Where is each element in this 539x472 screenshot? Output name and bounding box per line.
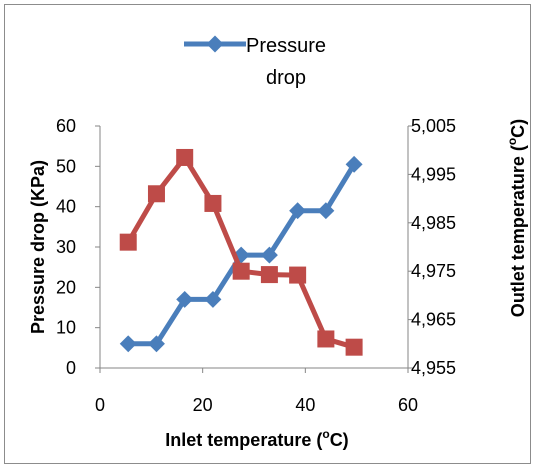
y2-axis-title-sup: o (505, 138, 519, 145)
y-tick-label: 60 (56, 116, 76, 136)
x-tick-label: 20 (193, 395, 213, 415)
series-1-point-0 (119, 233, 137, 251)
ticks-layer: 0 10 20 30 40 50 60 4,955 4,965 4,975 4,985 4,995 5,… (56, 116, 456, 415)
x-tick-label: 40 (295, 395, 315, 415)
y2-axis-title: Outlet temperature (oC) (505, 119, 528, 317)
series-1-point-7 (317, 330, 335, 348)
series-1-point-1 (147, 185, 165, 203)
y2-axis-title-main: Outlet temperature ( (508, 145, 528, 317)
y-tick-label: 40 (56, 197, 76, 217)
series-1-point-4 (232, 262, 250, 280)
y-tick-label: 0 (66, 358, 76, 378)
series-0-point-5 (260, 246, 278, 264)
y-tick-label: 30 (56, 237, 76, 257)
series-1-point-3 (204, 194, 222, 212)
y2-tick-label: 4,985 (411, 213, 456, 233)
x-axis-title: Inlet temperature (oC) (165, 427, 348, 450)
y-axis-title: Pressure drop (KPa) (28, 160, 48, 334)
series-0-point-8 (345, 155, 363, 173)
series-1-point-5 (260, 266, 278, 284)
series-0-point-7 (317, 202, 335, 220)
series-1-point-2 (176, 148, 194, 166)
series-1-point-6 (289, 266, 307, 284)
x-axis-title-main: Inlet temperature ( (165, 430, 322, 450)
x-axis-title-end: C) (330, 430, 349, 450)
series-1-point-8 (345, 338, 363, 356)
series-0-point-0 (119, 335, 137, 353)
y2-tick-label: 4,965 (411, 310, 456, 330)
chart-frame (4, 4, 531, 464)
series-0-point-2 (176, 290, 194, 308)
y-tick-label: 10 (56, 318, 76, 338)
legend: Pressure drop (184, 35, 326, 89)
y2-tick-label: 4,975 (411, 261, 456, 281)
y2-tick-label: 5,005 (411, 116, 456, 136)
series-0-point-3 (204, 290, 222, 308)
series-0-point-1 (147, 335, 165, 353)
y-tick-label: 20 (56, 277, 76, 297)
series-0-point-6 (289, 202, 307, 220)
y-tick-label: 50 (56, 156, 76, 176)
x-axis-title-sup: o (322, 427, 329, 441)
axes-layer (95, 125, 413, 373)
series-layer (119, 148, 363, 356)
x-tick-label: 60 (398, 395, 418, 415)
y2-tick-label: 4,955 (411, 358, 456, 378)
legend-marker-diamond (206, 35, 224, 53)
x-tick-label: 0 (95, 395, 105, 415)
legend-label-line1: Pressure (246, 35, 326, 57)
y2-tick-label: 4,995 (411, 164, 456, 184)
legend-label-line2: drop (266, 67, 306, 89)
y2-axis-title-end: C) (508, 119, 528, 138)
